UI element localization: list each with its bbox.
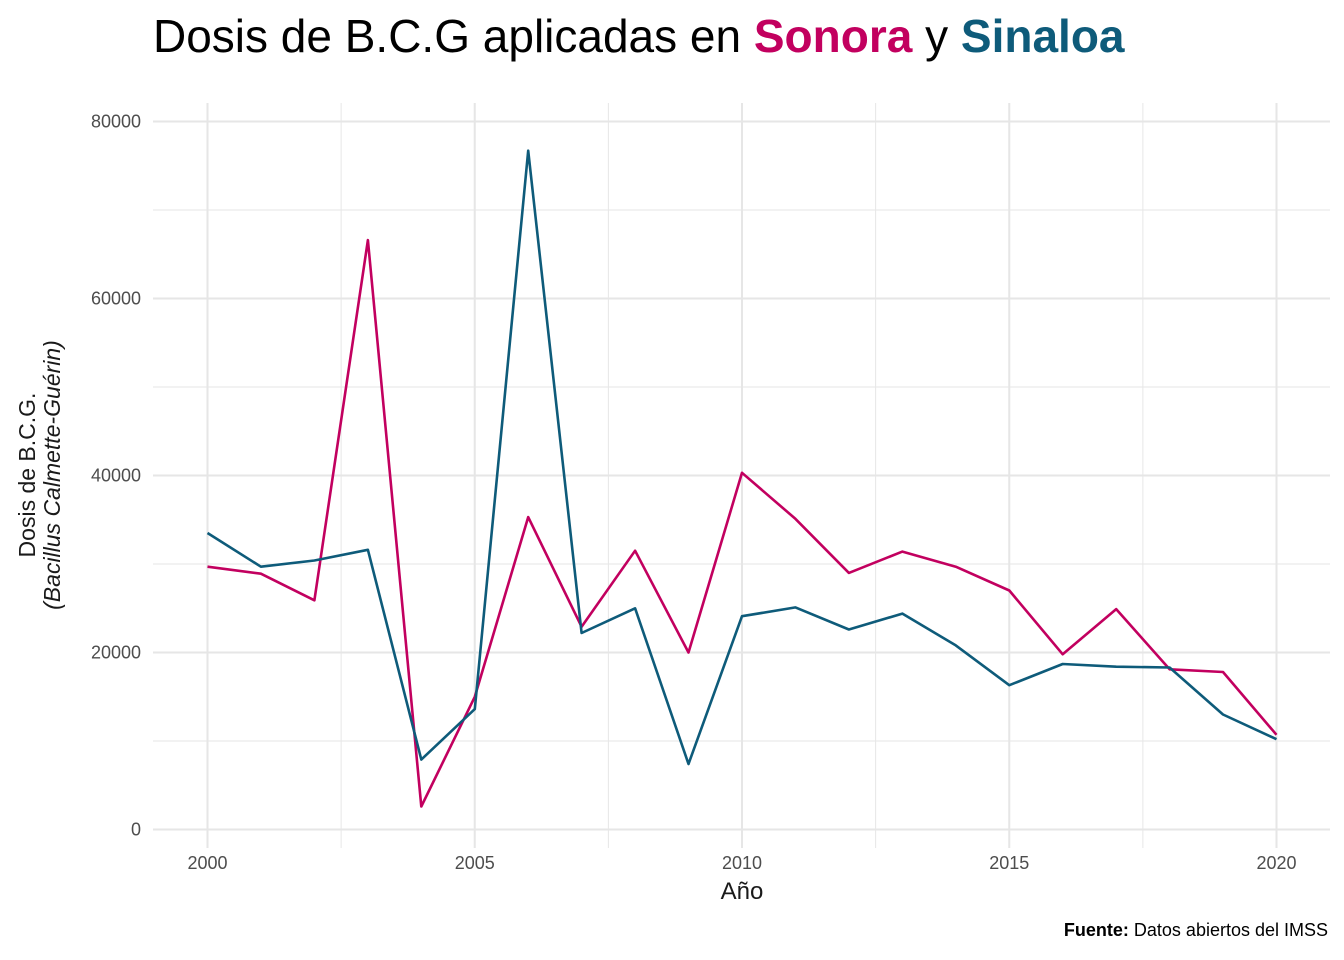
series-line-sonora [207,238,1278,808]
y-tick-label: 60000 [91,289,141,309]
x-tick-label: 2005 [455,853,495,873]
title-series-sinaloa: Sinaloa [960,10,1125,62]
y-tick-label: 80000 [91,112,141,132]
y-tick-label: 0 [131,820,141,840]
x-tick-label: 2020 [1256,853,1296,873]
y-tick-label: 20000 [91,643,141,663]
caption-label: Fuente: [1063,920,1129,940]
x-tick-label: 2000 [187,853,227,873]
caption-text: Datos abiertos del IMSS [1128,920,1328,940]
x-axis-title: Año [720,878,764,905]
x-tick-label: 2015 [989,853,1029,873]
axis-ticks: 2000 2005 2010 2015 2020 0 20000 40000 60000 8000… [91,112,1297,874]
x-tick-label: 2010 [722,853,762,873]
series-lines [206,149,1278,808]
series-line-sinaloa [206,149,1278,766]
source-caption: Fuente: Datos abiertos del IMSS [1064,920,1328,941]
title-prefix: Dosis de B.C.G aplicadas en [153,10,754,62]
chart-title: Dosis de B.C.G aplicadas en Sonora y Sin… [153,8,1125,64]
y-axis-title-line2: (Bacillus Calmette-Guérin) [39,340,65,610]
title-series-sonora: Sonora [753,10,913,62]
y-tick-label: 40000 [91,466,141,486]
y-axis-title-line1: Dosis de B.C.G. [14,392,40,558]
y-axis-title: Dosis de B.C.G. (Bacillus Calmette-Guéri… [14,340,65,610]
title-middle: y [912,10,961,62]
